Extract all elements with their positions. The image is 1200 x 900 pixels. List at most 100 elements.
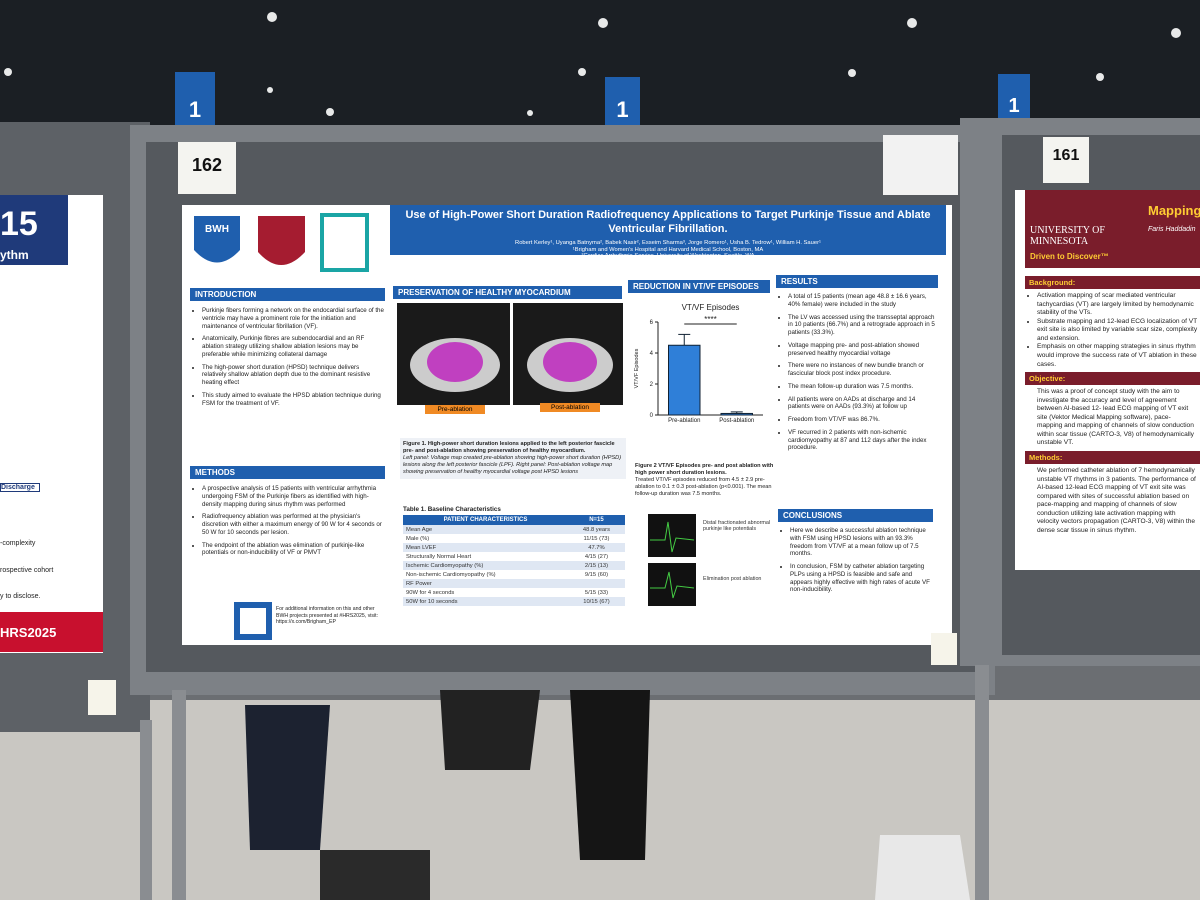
table-header-cell: N=15 [567,515,625,525]
bullet: Freedom from VT/VF was 86.7%. [788,416,938,424]
section-heading: RESULTS [776,275,938,288]
ecg-label: Distal fractionated abnormal purkinje li… [703,520,771,532]
table-cell: 2/15 (13) [567,561,625,570]
x-tick-label: Post-ablation [719,418,755,424]
bullet: The LV was accessed using the transsepta… [788,314,938,337]
left-footer: HRS2025 [0,625,57,640]
section-heading: INTRODUCTION [190,288,385,301]
bullet: The mean follow-up duration was 7.5 mont… [788,383,938,391]
tagline: Driven to Discover™ [1030,252,1109,261]
bullet: A prospective analysis of 15 patients wi… [202,485,385,508]
bar [720,412,753,416]
significance: **** [704,315,716,324]
section-heading: METHODS [190,466,385,479]
preservation-section: PRESERVATION OF HEALTHY MYOCARDIUM [393,286,622,299]
section-heading: CONCLUSIONS [778,509,933,522]
right-heading: Methods: [1025,451,1200,464]
left-line: Discharge [0,483,40,492]
booth-number: 161 [1052,147,1080,164]
right-text: This was a proof of concept study with t… [1037,388,1194,447]
table-cell: 47.7% [567,543,625,552]
ecg-label: Elimination post ablation [703,576,762,582]
intro-section: INTRODUCTION Purkinje fibers forming a n… [190,288,385,412]
x-labels: Pre-ablation Post-ablation [628,418,768,428]
affiliation: ³Cardiac Arrhythmia Service, University … [590,259,746,266]
bullet: The endpoint of the ablation was elimina… [202,542,385,558]
university: UNIVERSITY OF MINNESOTA [1030,225,1105,247]
right-heading: Background: [1025,276,1200,289]
table-header-cell: PATIENT CHARACTERISTICS [403,515,568,525]
table-cell: RF Power [403,579,568,588]
bullet: Emphasis on other mapping strategies in … [1037,343,1200,369]
bullet-list: A prospective analysis of 15 patients wi… [190,485,385,557]
y-axis-label: VT/VF Episodes [634,348,640,388]
chart: VT/VF Episodes VT/VF Episodes 0 2 4 6 **** [634,303,763,419]
poster-title: Use of High-Power Short Duration Radiofr… [405,209,931,235]
bullet-list: A total of 15 patients (mean age 48.8 ± … [776,293,938,452]
table-cell: Mean LVEF [403,543,568,552]
results-section: RESULTS A total of 15 patients (mean age… [776,275,938,457]
right-title: Mapping [1148,203,1200,218]
bullet: Voltage mapping pre- and post-ablation s… [788,342,938,358]
bullet: The high-power short duration (HPSD) tec… [202,364,385,387]
figure-caption: Figure 2 VT/VF Episodes pre- and post ab… [632,460,778,501]
y-tick-label: 0 [650,413,654,419]
table-section: Table 1. Baseline Characteristics PATIEN… [403,506,625,606]
map-label: Post-ablation [540,403,600,412]
y-tick-label: 2 [650,382,654,388]
table-row: 50W for 10 seconds 10/15 (67) [403,597,625,606]
affiliation: ²Cardiac Arrhythmia Service, University … [581,253,755,260]
table-cell: 5/15 (33) [584,589,609,596]
table-cell: 11/15 (73) [583,535,610,542]
reduction-section: REDUCTION IN VT/VF EPISODES [628,280,770,293]
logo-text: BWH [205,224,229,235]
bullet: Radiofrequency ablation was performed at… [202,513,385,536]
bullet-list: Here we describe a successful ablation t… [778,527,933,594]
table-cell: Ischemic Cardiomyopathy (%) [403,561,568,570]
right-body: Background: Activation mapping of scar m… [1025,276,1200,566]
table-cell [567,579,625,588]
table-header: PATIENT CHARACTERISTICS N=15 [403,515,625,525]
sign-number: 1 [616,97,629,122]
y-tick-label: 6 [650,320,654,326]
qr-note: For additional information on this and o… [276,606,379,625]
methods-section: METHODS A prospective analysis of 15 pat… [190,466,385,562]
table-row: 90W for 4 seconds 5/15 (33) [403,588,625,597]
table-row: Mean Age 48.8 years [403,525,625,534]
bullet: This study aimed to evaluate the HPSD ab… [202,392,385,408]
authors: Robert Kerley¹, Uyanga Batnyma², Babek N… [392,240,944,267]
section-heading: REDUCTION IN VT/VF EPISODES [628,280,770,293]
table-cell: 48.8 years [567,525,625,534]
table-cell: 10/15 (67) [567,597,625,606]
right-author: Faris Haddadin [1148,226,1196,233]
chart-host: VT/VF Episodes VT/VF Episodes 0 2 4 6 **** [628,300,768,425]
y-tick-label: 4 [650,351,654,357]
table-cell: Mean Age [403,525,568,534]
caption-title: Figure 1. High-power short duration lesi… [403,441,615,454]
table: PATIENT CHARACTERISTICS N=15 Mean Age 48.8 … [403,515,625,606]
section-heading: PRESERVATION OF HEALTHY MYOCARDIUM [393,286,622,299]
booth-number: 162 [191,155,223,175]
sign-number: 1 [1008,95,1020,117]
caption-title: Figure 2 VT/VF Episodes pre- and post ab… [635,463,774,476]
sign-number: 1 [188,97,202,122]
bullet: VF recurred in 2 patients with non-ische… [788,429,938,452]
left-number: 15 [0,205,38,243]
table-row: Mean LVEF 47.7% [403,543,625,552]
author-list: Robert Kerley¹, Uyanga Batnyma², Babek N… [515,240,821,246]
x-tick-label: Pre-ablation [668,418,701,424]
chart-title: VT/VF Episodes [682,303,740,312]
figure-caption: Figure 1. High-power short duration lesi… [400,438,626,479]
table-row: Male (%) 11/15 (73) [403,534,625,543]
bullet: A total of 15 patients (mean age 48.8 ± … [788,293,938,309]
table-cell: 50W for 10 seconds [403,597,568,606]
table-cell: 90W for 4 seconds [406,589,455,596]
left-line: y to disclose. [0,593,41,600]
bullet: Activation mapping of scar mediated vent… [1037,292,1200,318]
table-cell: 9/15 (60) [584,571,609,578]
map-label: Pre-ablation [425,405,485,414]
table-row: Structurally Normal Heart 4/15 (27) [403,552,625,561]
bullet: In conclusion, FSM by catheter ablation … [790,563,933,594]
table-row: RF Power [403,579,625,588]
